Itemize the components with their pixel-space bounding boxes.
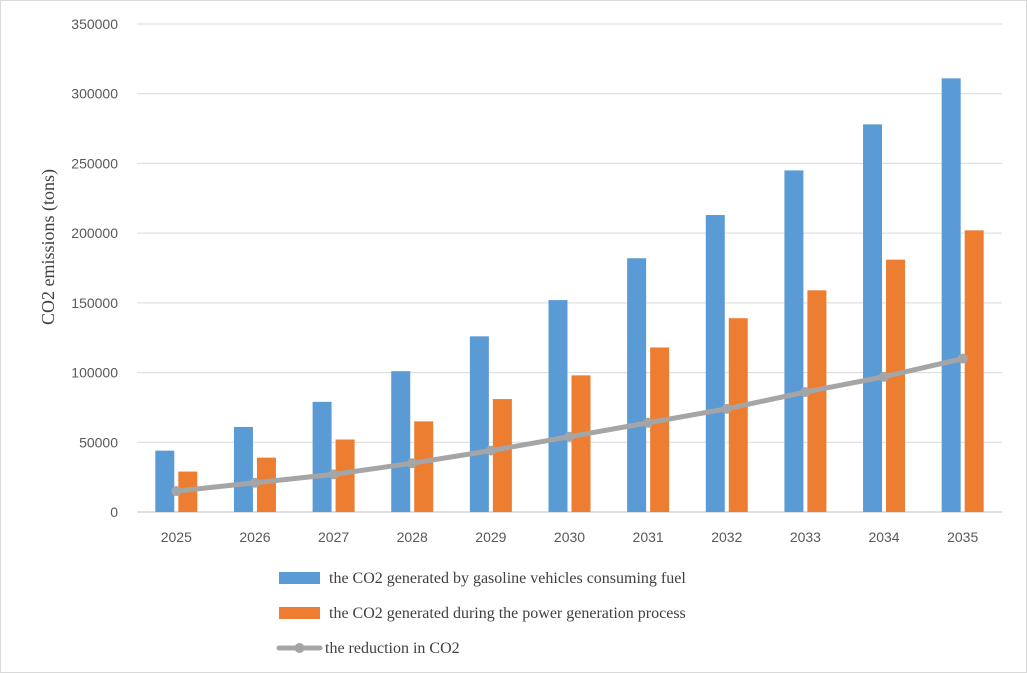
x-tick-label: 2026 xyxy=(239,529,270,545)
bar-gasoline-2027 xyxy=(312,401,332,512)
bar-power-2027 xyxy=(335,439,355,512)
bars xyxy=(155,78,984,513)
bar-gasoline-2028 xyxy=(391,371,411,512)
x-tick-label: 2033 xyxy=(790,529,821,545)
x-tick-label: 2027 xyxy=(318,529,349,545)
y-tick-label: 100000 xyxy=(71,365,118,381)
legend: the CO2 generated by gasoline vehicles c… xyxy=(276,570,686,657)
bar-gasoline-2035 xyxy=(941,78,961,513)
x-tick-label: 2032 xyxy=(711,529,742,545)
bar-power-2030 xyxy=(571,375,591,512)
legend-label: the reduction in CO2 xyxy=(325,640,460,657)
bar-power-2032 xyxy=(728,318,748,512)
x-tick-label: 2025 xyxy=(161,529,192,545)
reduction-point-2033 xyxy=(800,387,811,398)
bar-gasoline-2029 xyxy=(469,336,489,512)
bar-gasoline-2030 xyxy=(548,300,568,512)
reduction-point-2031 xyxy=(643,417,654,428)
legend-swatch xyxy=(279,607,320,619)
gridlines xyxy=(137,23,1002,513)
bar-power-2026 xyxy=(256,457,276,512)
bar-power-2029 xyxy=(492,399,512,512)
x-tick-label: 2029 xyxy=(475,529,506,545)
x-axis-ticks: 2025 2026 2027 2028 2029 2030 2031 2032 2033 2034… xyxy=(161,529,979,545)
y-tick-label: 50000 xyxy=(79,434,118,450)
x-tick-label: 2028 xyxy=(397,529,428,545)
legend-swatch xyxy=(279,572,320,584)
legend-label: the CO2 generated during the power gener… xyxy=(329,605,686,622)
y-tick-label: 300000 xyxy=(71,86,118,102)
bar-power-2028 xyxy=(414,421,434,512)
y-tick-label: 350000 xyxy=(71,16,118,32)
reduction-point-2030 xyxy=(564,431,575,442)
bar-gasoline-2031 xyxy=(627,258,647,512)
bar-gasoline-2026 xyxy=(233,426,253,512)
x-tick-label: 2034 xyxy=(868,529,899,545)
bar-gasoline-2033 xyxy=(784,170,804,512)
y-axis-ticks: 0 50000 100000 150000 200000 250000 300000 3500… xyxy=(71,16,118,520)
reduction-point-2029 xyxy=(485,445,496,456)
reduction-point-2035 xyxy=(957,353,968,364)
reduction-point-2034 xyxy=(879,371,890,382)
y-tick-label: 200000 xyxy=(71,225,118,241)
reduction-line-path xyxy=(173,356,966,494)
x-tick-label: 2030 xyxy=(554,529,585,545)
reduction-point-2025 xyxy=(171,486,182,497)
y-tick-label: 150000 xyxy=(71,295,118,311)
bar-power-2031 xyxy=(650,347,670,512)
legend-label: the CO2 generated by gasoline vehicles c… xyxy=(329,570,686,587)
reduction-line xyxy=(171,353,968,497)
legend-marker xyxy=(294,643,305,653)
bar-gasoline-2032 xyxy=(705,215,725,512)
y-tick-label: 250000 xyxy=(71,155,118,171)
bar-power-2034 xyxy=(886,259,906,512)
reduction-point-2028 xyxy=(407,458,418,469)
bar-power-2035 xyxy=(964,230,984,512)
x-tick-label: 2031 xyxy=(633,529,664,545)
reduction-point-2026 xyxy=(249,477,260,488)
y-tick-label: 0 xyxy=(110,504,118,520)
reduction-point-2032 xyxy=(721,403,732,414)
y-axis-label: CO2 emissions (tons) xyxy=(38,169,59,325)
reduction-point-2027 xyxy=(328,469,339,480)
bar-gasoline-2025 xyxy=(155,450,175,512)
bar-power-2033 xyxy=(807,290,827,512)
bar-gasoline-2034 xyxy=(863,124,883,512)
x-tick-label: 2035 xyxy=(947,529,978,545)
